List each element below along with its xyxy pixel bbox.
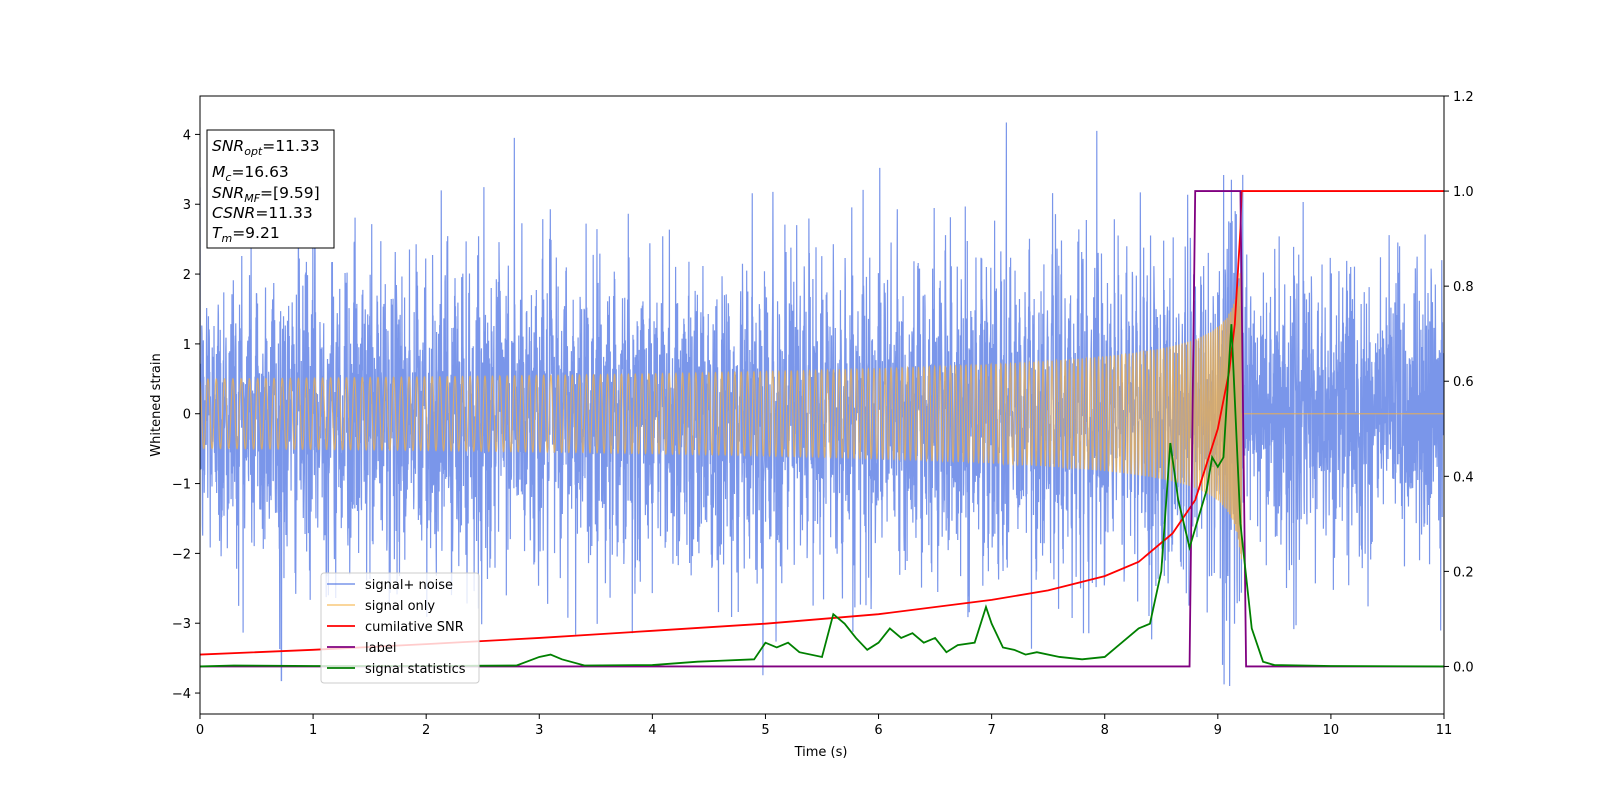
legend-entry: cumilative SNR bbox=[365, 620, 464, 635]
x-tick-label: 1 bbox=[309, 723, 317, 738]
x-tick-label: 4 bbox=[648, 723, 656, 738]
y2-tick-label: 0.6 bbox=[1453, 375, 1474, 390]
y2-tick-label: 1.0 bbox=[1453, 185, 1474, 200]
x-tick-label: 2 bbox=[422, 723, 430, 738]
legend-entry: signal statistics bbox=[365, 662, 466, 677]
x-tick-label: 9 bbox=[1214, 723, 1222, 738]
y-tick-label: −3 bbox=[172, 617, 191, 632]
series-signal-statistics bbox=[200, 324, 1444, 668]
y-tick-label: −1 bbox=[172, 478, 191, 493]
y-axis-left: −4 −3 −2 −1 0 1 2 3 4 bbox=[172, 128, 200, 702]
plot-frame bbox=[199, 95, 1445, 715]
legend: signal+ noise signal only cumilative SNR la… bbox=[320, 572, 480, 684]
info-csnr: CSNR=11.33 bbox=[212, 204, 313, 222]
legend-entry: signal only bbox=[365, 599, 435, 614]
x-tick-label: 8 bbox=[1101, 723, 1109, 738]
y2-tick-label: 1.2 bbox=[1453, 90, 1474, 105]
x-tick-label: 7 bbox=[987, 723, 995, 738]
y-axis-label: Whitened strain bbox=[149, 353, 164, 456]
y-tick-label: 4 bbox=[183, 128, 191, 143]
legend-entry: signal+ noise bbox=[365, 578, 453, 593]
x-tick-label: 3 bbox=[535, 723, 543, 738]
x-tick-label: 6 bbox=[874, 723, 882, 738]
x-tick-label: 10 bbox=[1323, 723, 1340, 738]
x-tick-label: 0 bbox=[196, 723, 204, 738]
series-layer bbox=[200, 122, 1444, 687]
y-axis-right: 0.0 0.2 0.4 0.6 0.8 1.0 1.2 bbox=[1444, 90, 1474, 675]
info-snr-mf: SNRMF=[9.59] bbox=[212, 184, 320, 205]
y2-tick-label: 0.2 bbox=[1453, 565, 1474, 580]
series-signal-only bbox=[200, 270, 1444, 560]
info-snr-opt: SNRopt=11.33 bbox=[212, 137, 320, 158]
y-tick-label: 1 bbox=[183, 338, 191, 353]
x-axis: 0 1 2 3 4 5 6 7 8 9 10 11 bbox=[196, 714, 1452, 738]
y-tick-label: 2 bbox=[183, 268, 191, 283]
x-tick-label: 11 bbox=[1436, 723, 1453, 738]
y2-tick-label: 0.4 bbox=[1453, 470, 1474, 485]
info-tm: Tm=9.21 bbox=[212, 224, 280, 245]
x-tick-label: 5 bbox=[761, 723, 769, 738]
y-tick-label: 0 bbox=[183, 408, 191, 423]
x-axis-label: Time (s) bbox=[794, 745, 848, 760]
legend-entry: label bbox=[365, 641, 396, 656]
series-cumulative-snr bbox=[200, 190, 1444, 656]
info-mc: Mc=16.63 bbox=[212, 163, 289, 184]
series-label bbox=[200, 190, 1444, 668]
y2-tick-label: 0.8 bbox=[1453, 280, 1474, 295]
info-box: SNRopt=11.33 Mc=16.63 SNRMF=[9.59] CSNR=… bbox=[206, 129, 335, 249]
y-tick-label: −4 bbox=[172, 687, 191, 702]
y2-tick-label: 0.0 bbox=[1453, 660, 1474, 675]
y-tick-label: −2 bbox=[172, 547, 191, 562]
y-tick-label: 3 bbox=[183, 198, 191, 213]
